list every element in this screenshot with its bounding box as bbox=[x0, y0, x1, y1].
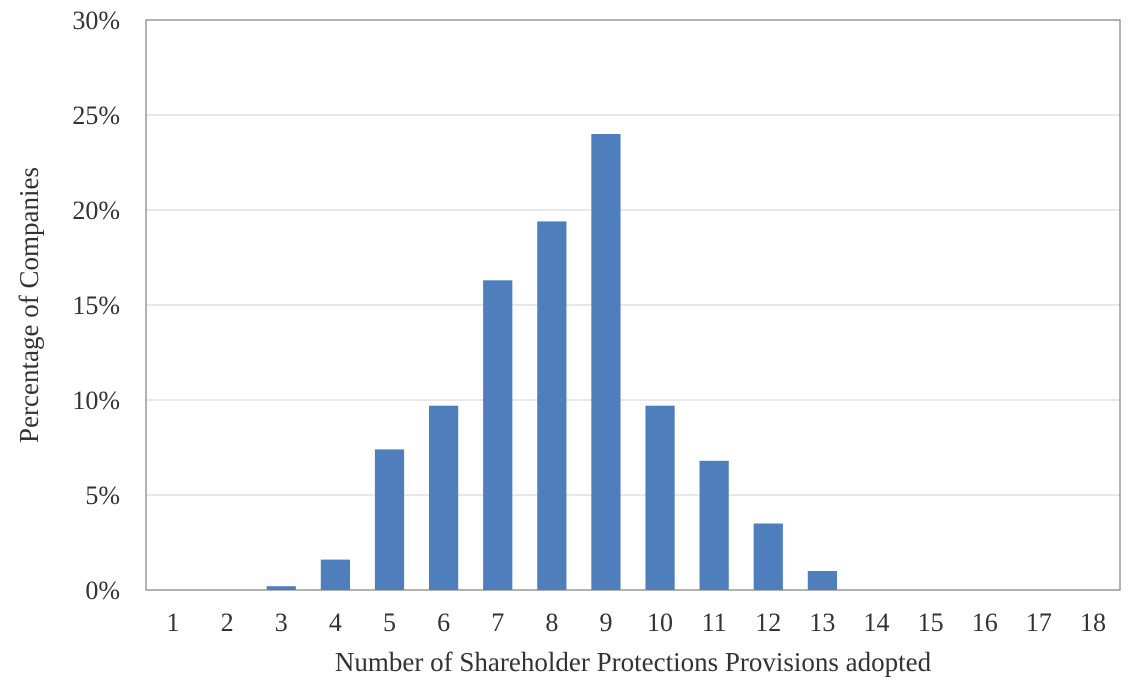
x-tick-label: 3 bbox=[275, 608, 288, 637]
x-axis-title: Number of Shareholder Protections Provis… bbox=[335, 647, 932, 677]
bar-9 bbox=[591, 134, 621, 590]
x-axis-tick-labels: 1 2 3 4 5 6 7 8 9 10 11 12 13 14 15 16 17 18 bbox=[167, 608, 1106, 637]
bar-4 bbox=[320, 559, 350, 590]
x-tick-label: 2 bbox=[221, 608, 234, 637]
x-tick-label: 14 bbox=[864, 608, 890, 637]
bars bbox=[266, 134, 837, 590]
x-tick-label: 18 bbox=[1080, 608, 1106, 637]
bar-12 bbox=[753, 523, 783, 590]
y-axis-tick-labels: 0% 5% 10% 15% 20% 25% 30% bbox=[72, 6, 120, 605]
x-tick-label: 17 bbox=[1026, 608, 1052, 637]
x-tick-label: 4 bbox=[329, 608, 342, 637]
x-tick-label: 9 bbox=[599, 608, 612, 637]
gridlines bbox=[146, 114, 1120, 496]
x-tick-label: 1 bbox=[167, 608, 180, 637]
bar-5 bbox=[374, 449, 405, 590]
x-tick-label: 7 bbox=[491, 608, 504, 637]
x-tick-label: 5 bbox=[383, 608, 396, 637]
bar-10 bbox=[645, 405, 675, 590]
bar-6 bbox=[429, 405, 459, 590]
bar-13 bbox=[807, 571, 837, 590]
y-tick-label: 0% bbox=[85, 576, 120, 605]
bar-7 bbox=[483, 280, 513, 590]
y-tick-label: 10% bbox=[72, 386, 120, 415]
x-tick-label: 12 bbox=[755, 608, 781, 637]
y-tick-label: 15% bbox=[72, 291, 120, 320]
plot-area-frame bbox=[145, 19, 1121, 591]
y-axis-title: Percentage of Companies bbox=[14, 167, 44, 443]
y-tick-label: 5% bbox=[85, 481, 120, 510]
y-tick-label: 30% bbox=[72, 6, 120, 35]
x-tick-label: 13 bbox=[809, 608, 835, 637]
x-tick-label: 10 bbox=[647, 608, 673, 637]
x-tick-label: 15 bbox=[918, 608, 944, 637]
bar-3 bbox=[266, 586, 296, 590]
x-tick-label: 8 bbox=[545, 608, 558, 637]
bar-11 bbox=[699, 460, 729, 590]
x-tick-label: 11 bbox=[702, 608, 727, 637]
x-tick-label: 6 bbox=[437, 608, 450, 637]
y-tick-label: 20% bbox=[72, 196, 120, 225]
y-tick-label: 25% bbox=[72, 101, 120, 130]
x-tick-label: 16 bbox=[972, 608, 998, 637]
bar-8 bbox=[537, 221, 567, 590]
